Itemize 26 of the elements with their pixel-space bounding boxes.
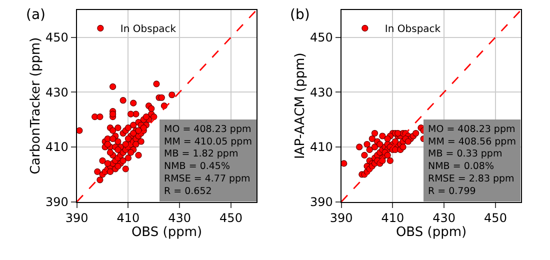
y-tick-label: 410	[310, 140, 333, 154]
y-axis-title: IAP-AACM (ppm)	[292, 52, 308, 160]
legend-label: In Obspack	[120, 24, 176, 36]
chart-title: (a)	[26, 7, 46, 23]
x-tick-label: 390	[330, 211, 353, 226]
y-tick-label: 450	[46, 30, 68, 44]
y-tick-label: 390	[46, 195, 68, 210]
x-tick-label: 410	[381, 211, 404, 226]
x-tick-label: 450	[484, 211, 507, 226]
chart-title: (b)	[290, 7, 310, 23]
x-axis-title: OBS (ppm)	[131, 225, 202, 240]
x-tick-label: 430	[168, 211, 192, 226]
x-axis-title: OBS (ppm)	[396, 225, 467, 240]
annotation: MO = 408.23 ppm MM = 408.56 ppm MB = 0.33 ppm NMB = 0.08% RMSE = 2.83 ppm R = 0.799	[428, 124, 516, 197]
x-tick-label: 450	[220, 211, 242, 226]
y-tick-label: 430	[46, 85, 68, 100]
y-tick-label: 390	[310, 195, 333, 210]
legend-label: In Obspack	[384, 24, 441, 36]
y-tick-label: 410	[46, 140, 68, 154]
y-tick-label: 430	[310, 85, 333, 100]
x-tick-label: 390	[65, 211, 88, 226]
y-tick-label: 450	[310, 30, 333, 44]
annotation: MO = 408.23 ppm MM = 410.05 ppm MB = 1.82 ppm NMB = 0.45% RMSE = 4.77 ppm R = 0.652	[164, 124, 252, 197]
y-axis-title: CarbonTracker (ppm)	[28, 37, 44, 174]
x-tick-label: 410	[116, 211, 140, 226]
x-tick-label: 430	[432, 211, 456, 226]
